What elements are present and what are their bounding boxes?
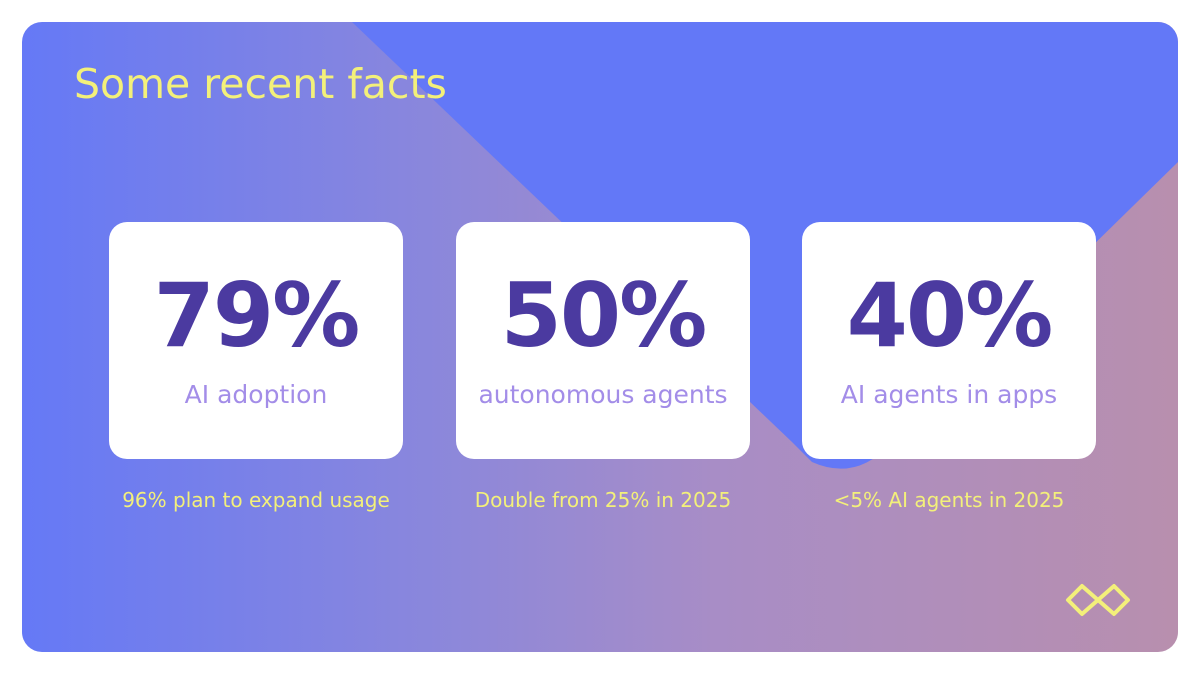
slide: Some recent facts 79% AI adoption 50% au… xyxy=(22,22,1178,652)
fact-note: Double from 25% in 2025 xyxy=(474,488,732,512)
fact-card: 79% AI adoption xyxy=(109,222,403,459)
fact-label: AI adoption xyxy=(184,380,328,409)
fact-note: 96% plan to expand usage xyxy=(122,488,390,512)
fact-card: 40% AI agents in apps xyxy=(802,222,1096,459)
fact-label: AI agents in apps xyxy=(840,380,1058,409)
fact-card: 50% autonomous agents xyxy=(456,222,750,459)
fact-stat: 40% xyxy=(846,264,1054,367)
fact-note: <5% AI agents in 2025 xyxy=(833,488,1065,512)
logo xyxy=(1066,584,1130,616)
fact-stat: 50% xyxy=(500,264,708,367)
fact-label: autonomous agents xyxy=(478,380,728,409)
slide-title: Some recent facts xyxy=(74,60,447,108)
fact-stat: 79% xyxy=(153,264,361,367)
